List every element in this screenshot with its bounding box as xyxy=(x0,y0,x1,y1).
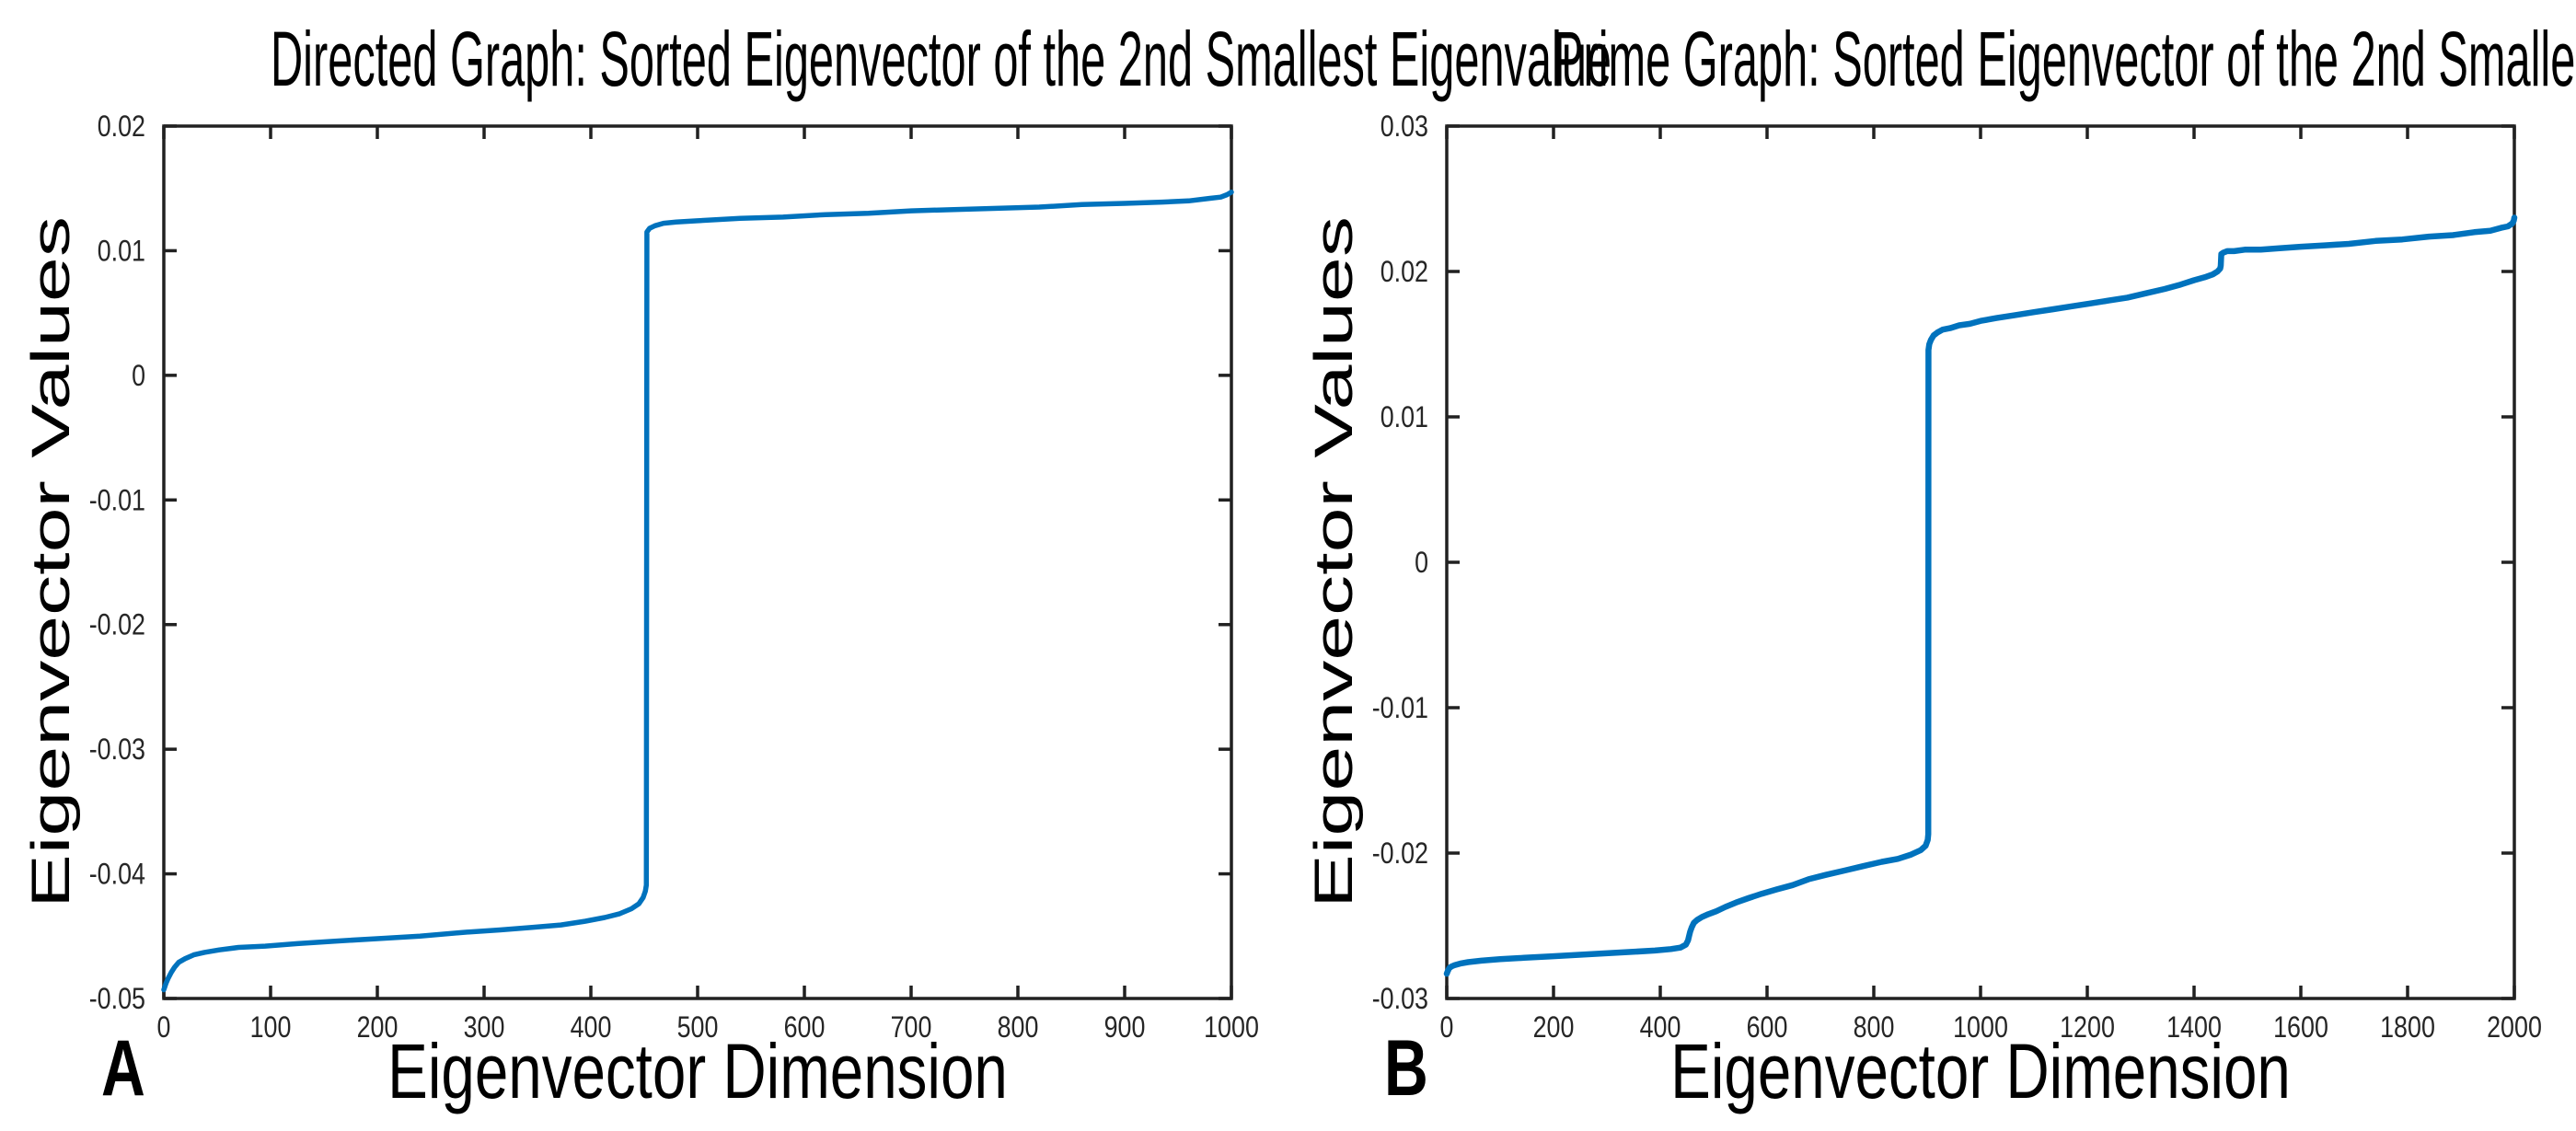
x-tick-label: 900 xyxy=(1104,1010,1146,1044)
x-tick-label: 800 xyxy=(1854,1010,1895,1044)
x-tick-label: 500 xyxy=(677,1010,719,1044)
x-tick-label: 200 xyxy=(357,1010,399,1044)
y-tick-label: -0.02 xyxy=(89,608,145,641)
x-tick-label: 0 xyxy=(1440,1010,1454,1044)
x-tick-label: 200 xyxy=(1533,1010,1575,1044)
x-tick-label: 0 xyxy=(157,1010,171,1044)
x-tick-label: 1400 xyxy=(2166,1010,2222,1044)
y-tick-label: -0.03 xyxy=(1372,982,1428,1015)
x-tick-label: 400 xyxy=(1640,1010,1681,1044)
x-tick-label: 1000 xyxy=(1204,1010,1259,1044)
panel-a-corner-letter: A xyxy=(101,1024,145,1113)
x-tick-label: 1000 xyxy=(1953,1010,2008,1044)
panel-b-title: Prime Graph: Sorted Eigenvector of the 2… xyxy=(1554,16,2576,102)
plot-1: 0 200 400 600 800 1000 1200 1400 1600 1800 2000 0.0… xyxy=(1372,110,2542,1044)
x-tick-label: 700 xyxy=(891,1010,932,1044)
panel-a-title: Directed Graph: Sorted Eigenvector of th… xyxy=(271,16,1612,102)
y-tick-label: -0.01 xyxy=(89,483,145,516)
y-tick-label: 0.01 xyxy=(98,234,145,267)
x-tick-label: 1600 xyxy=(2273,1010,2328,1044)
x-tick-label: 300 xyxy=(464,1010,505,1044)
y-tick-label: -0.02 xyxy=(1372,837,1428,870)
y-tick-label: 0.03 xyxy=(1380,110,1428,143)
eigenvector-curve xyxy=(161,190,1234,993)
axes-box xyxy=(1445,124,2516,1000)
x-tick-label: 400 xyxy=(571,1010,612,1044)
y-tick-label: -0.04 xyxy=(89,858,145,891)
y-tick-label: -0.03 xyxy=(89,733,145,766)
y-tick-label: 0.01 xyxy=(1380,400,1428,433)
panel-b-corner-letter: B xyxy=(1384,1024,1428,1113)
x-tick-label: 1800 xyxy=(2380,1010,2435,1044)
panel-a-x-axis-label: Eigenvector Dimension xyxy=(387,1028,1008,1114)
x-tick-label: 100 xyxy=(250,1010,292,1044)
panel-b-x-axis-label: Eigenvector Dimension xyxy=(1670,1028,2291,1114)
eigenvector-curve xyxy=(1443,214,2518,977)
y-tick-label: 0 xyxy=(1415,546,1428,579)
x-tick-label: 2000 xyxy=(2487,1010,2542,1044)
y-tick-label: -0.05 xyxy=(89,982,145,1015)
y-tick-label: 0.02 xyxy=(98,110,145,143)
x-tick-label: 800 xyxy=(998,1010,1039,1044)
plot-0: 0 100 200 300 400 500 600 700 800 900 1000 0.02 0.01… xyxy=(89,110,1259,1044)
y-tick-label: 0 xyxy=(132,359,145,392)
axes-box xyxy=(162,124,1233,1000)
x-tick-label: 600 xyxy=(784,1010,826,1044)
x-tick-label: 1200 xyxy=(2060,1010,2115,1044)
y-tick-label: 0.02 xyxy=(1380,255,1428,288)
x-tick-label: 600 xyxy=(1747,1010,1788,1044)
y-tick-label: -0.01 xyxy=(1372,691,1428,724)
